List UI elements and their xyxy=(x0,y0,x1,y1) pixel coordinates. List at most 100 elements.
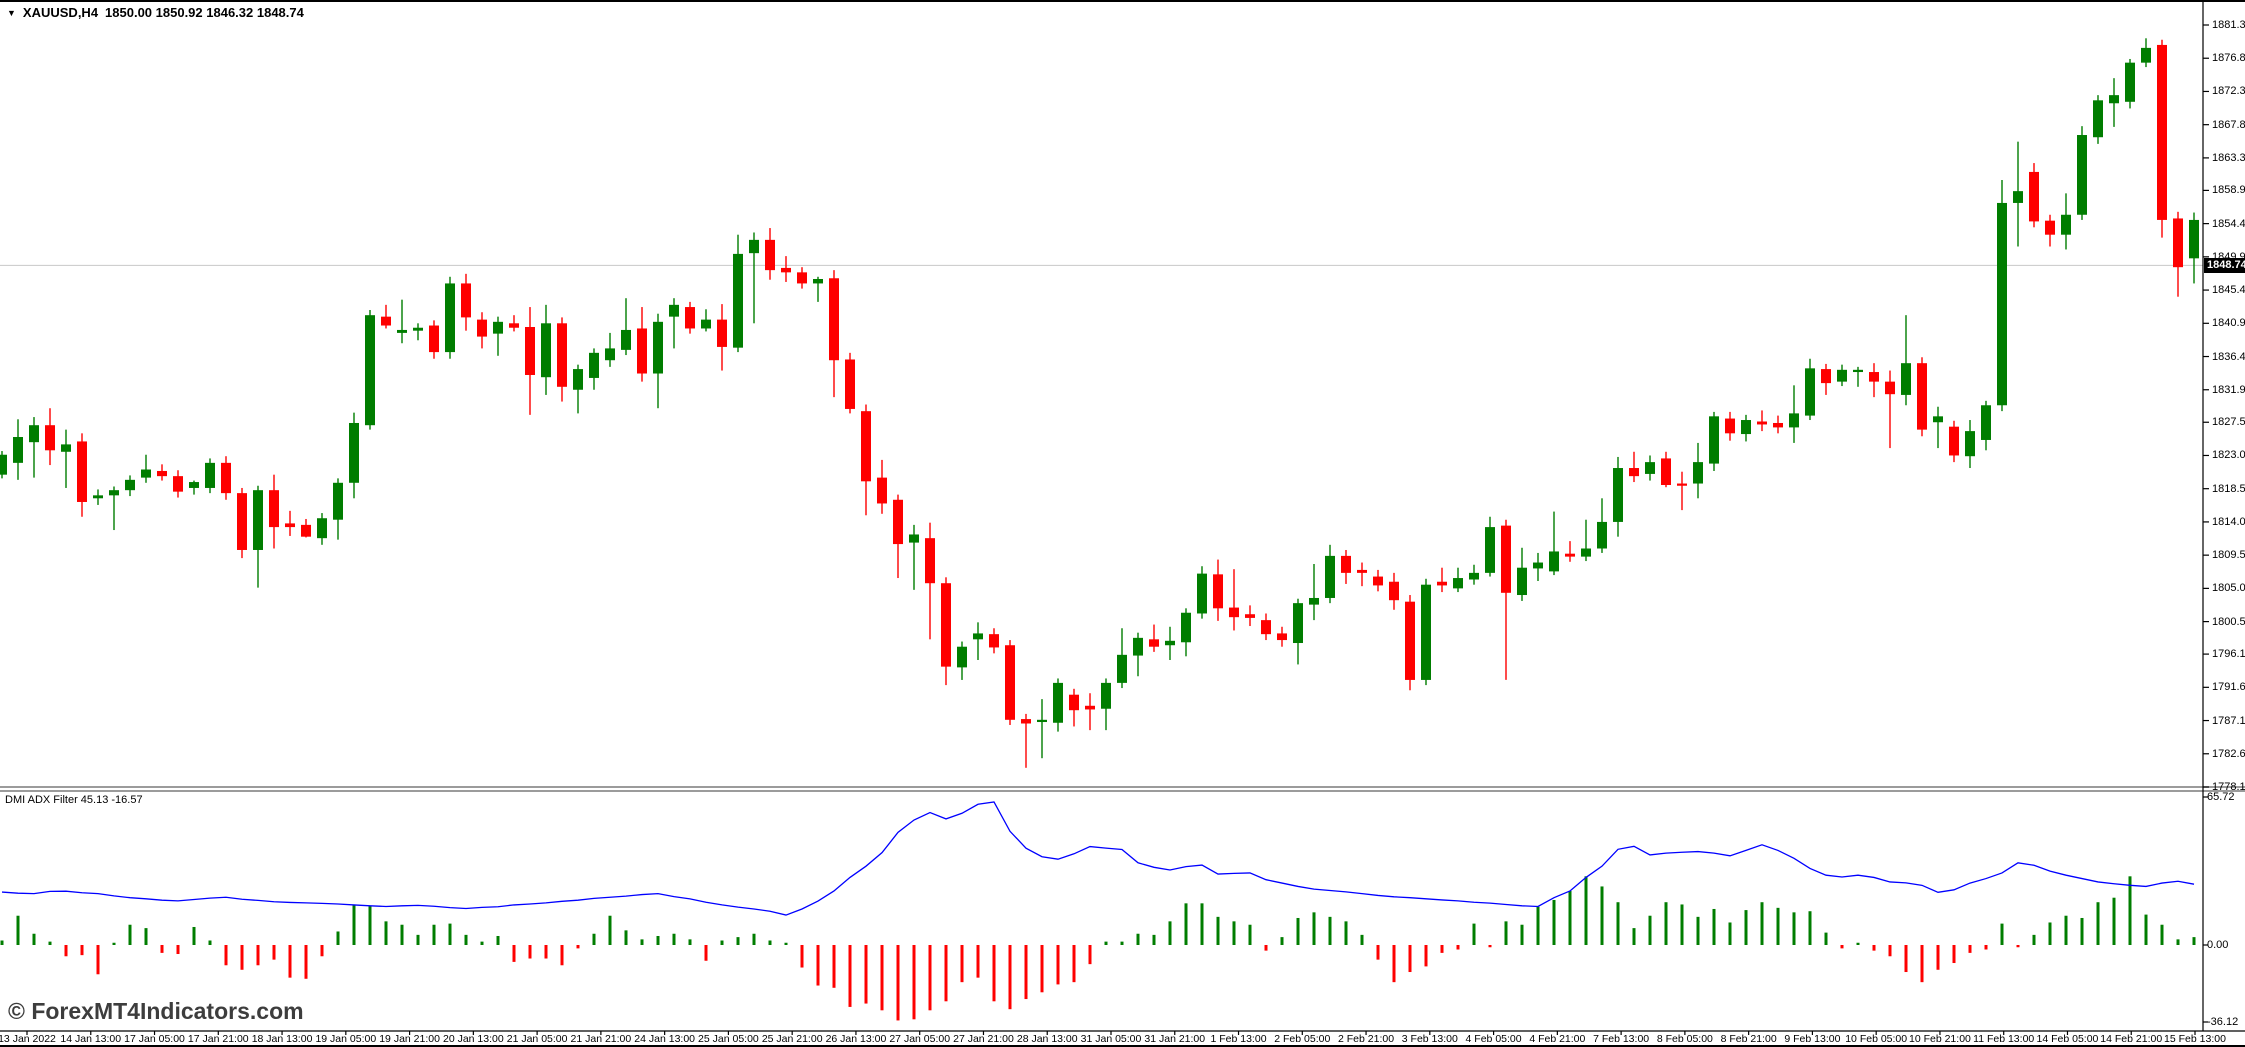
candle-body xyxy=(989,634,999,648)
price-tick-label: 1876.80 xyxy=(2212,52,2245,65)
dmi-bar xyxy=(1968,945,1972,953)
dmi-bar xyxy=(144,928,148,945)
indicator-tick-label: 65.72 xyxy=(2207,790,2235,803)
dmi-bar xyxy=(352,904,356,945)
candle-body xyxy=(2109,95,2119,104)
dmi-bar xyxy=(48,941,52,945)
candle-body xyxy=(1469,572,1479,580)
time-tick-label: 20 Jan 13:00 xyxy=(442,1033,504,1045)
dmi-bar xyxy=(848,945,852,1007)
time-tick-label: 14 Feb 21:00 xyxy=(2100,1033,2163,1045)
candle-body xyxy=(237,493,247,550)
dmi-bar xyxy=(1216,916,1220,945)
candle-body xyxy=(2013,191,2023,203)
candle-body xyxy=(1261,620,1271,635)
time-tick-label: 13 Jan 2022 xyxy=(0,1033,56,1045)
candle-body xyxy=(1981,405,1991,440)
dmi-bar xyxy=(1760,902,1764,945)
price-tick-label: 1782.60 xyxy=(2212,747,2245,760)
time-tick-label: 4 Feb 05:00 xyxy=(1465,1033,1522,1045)
indicator-name-label: DMI ADX Filter 45.13 -16.57 xyxy=(5,794,143,806)
dmi-bar xyxy=(752,933,756,945)
window-top-border xyxy=(0,0,2245,2)
price-tick-label: 1814.00 xyxy=(2212,515,2245,528)
dmi-bar xyxy=(736,937,740,945)
dmi-bar xyxy=(1872,945,1876,951)
candle-body xyxy=(2125,62,2135,102)
candle-body xyxy=(317,518,327,539)
dmi-bar xyxy=(928,945,932,1011)
candle-body xyxy=(1773,422,1783,428)
time-tick-label: 1 Feb 13:00 xyxy=(1210,1033,1267,1045)
time-tick-label: 14 Jan 13:00 xyxy=(60,1033,122,1045)
candle-body xyxy=(2093,100,2103,138)
dmi-bar xyxy=(672,933,676,945)
symbol-dropdown-icon[interactable]: ▼ xyxy=(7,7,16,18)
candle-body xyxy=(61,444,71,452)
candle-body xyxy=(621,329,631,350)
candle-body xyxy=(1677,483,1687,486)
candle-body xyxy=(557,323,567,387)
candle-body xyxy=(1693,462,1703,484)
candle-body xyxy=(925,538,935,584)
dmi-bar xyxy=(1776,907,1780,945)
dmi-bar xyxy=(784,942,788,945)
indicator-dmi-value: -16.57 xyxy=(111,794,143,806)
dmi-bar xyxy=(1680,904,1684,945)
dmi-bar xyxy=(2128,876,2132,945)
dmi-bar xyxy=(1472,923,1476,945)
symbol-timeframe-label: XAUUSD,H4 xyxy=(22,5,99,20)
candle-body xyxy=(493,321,503,334)
candle-body xyxy=(1805,368,1815,416)
candle-body xyxy=(733,253,743,348)
time-tick-label: 21 Jan 21:00 xyxy=(570,1033,632,1045)
candle-body xyxy=(1565,553,1575,557)
dmi-bar xyxy=(1632,928,1636,945)
time-tick-label: 26 Jan 13:00 xyxy=(825,1033,887,1045)
candle-body xyxy=(1933,416,1943,423)
dmi-bar xyxy=(1664,902,1668,945)
dmi-bar xyxy=(1744,910,1748,945)
candle-body xyxy=(1005,645,1015,720)
candle-body xyxy=(781,267,791,273)
dmi-bar xyxy=(2096,902,2100,945)
candle-body xyxy=(1597,521,1607,549)
candle-body xyxy=(1229,607,1239,618)
dmi-bar xyxy=(2032,934,2036,945)
candle-body xyxy=(1085,705,1095,710)
price-tick-label: 1809.50 xyxy=(2212,549,2245,562)
candle-body xyxy=(1405,601,1415,680)
time-tick-label: 17 Jan 05:00 xyxy=(124,1033,185,1045)
candle-body xyxy=(1645,462,1655,474)
dmi-bar xyxy=(416,934,420,945)
price-tick-label: 1854.40 xyxy=(2212,217,2245,230)
dmi-bar xyxy=(1920,945,1924,983)
dmi-bar xyxy=(128,924,132,945)
dmi-bar xyxy=(208,940,212,945)
window-bottom-border xyxy=(0,1045,2245,1047)
dmi-bar xyxy=(656,935,660,945)
candle-body xyxy=(1485,527,1495,573)
dmi-bar xyxy=(2064,915,2068,945)
dmi-bar xyxy=(256,945,260,966)
candle-body xyxy=(1117,654,1127,683)
dmi-bar xyxy=(2080,917,2084,945)
dmi-bar xyxy=(1536,906,1540,945)
dmi-bar xyxy=(400,924,404,945)
time-tick-label: 9 Feb 13:00 xyxy=(1784,1033,1841,1045)
candle-body xyxy=(1389,581,1399,601)
time-tick-label: 21 Jan 05:00 xyxy=(506,1033,568,1045)
candle-body xyxy=(1069,694,1079,711)
dmi-bar xyxy=(1088,945,1092,965)
candle-body xyxy=(893,499,903,545)
time-tick-label: 28 Jan 13:00 xyxy=(1016,1033,1078,1045)
candle-body xyxy=(349,422,359,483)
candle-body xyxy=(173,476,183,492)
candle-body xyxy=(109,490,119,496)
candle-body xyxy=(1789,413,1799,428)
price-tick-label: 1796.10 xyxy=(2212,648,2245,661)
time-tick-label: 7 Feb 13:00 xyxy=(1593,1033,1650,1045)
dmi-bar xyxy=(464,934,468,945)
candle-body xyxy=(2173,218,2183,268)
